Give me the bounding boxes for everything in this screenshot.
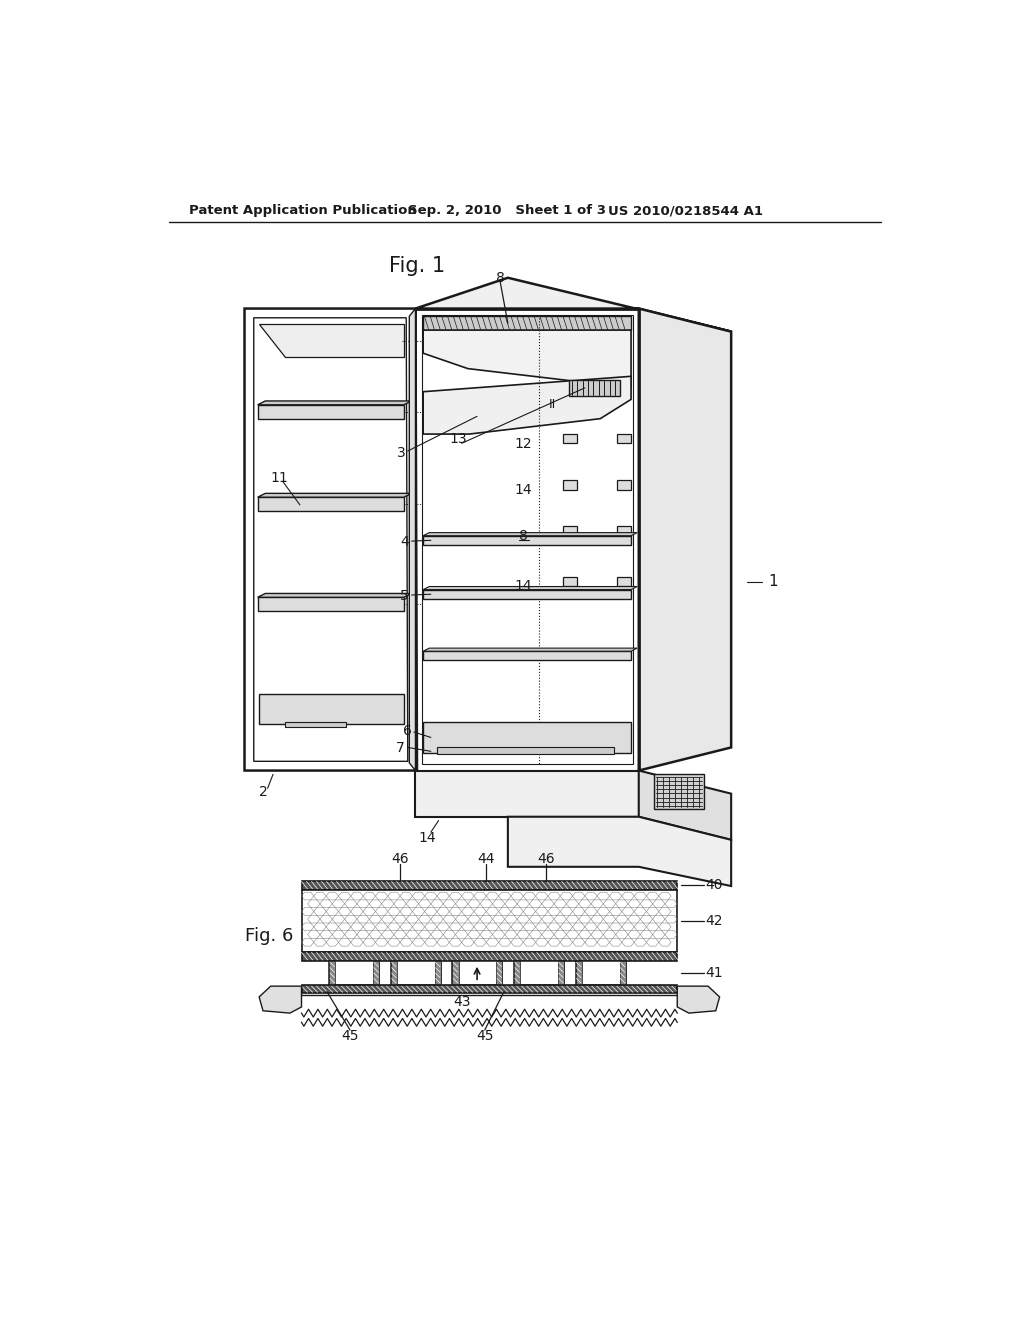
Bar [514, 961, 520, 985]
Bar [391, 961, 441, 985]
Text: 46: 46 [391, 853, 409, 866]
Text: Sep. 2, 2010   Sheet 1 of 3: Sep. 2, 2010 Sheet 1 of 3 [408, 205, 606, 218]
Bar [617, 577, 631, 586]
Bar [301, 985, 677, 993]
Polygon shape [258, 401, 412, 405]
Bar [575, 961, 626, 985]
Bar [423, 722, 631, 752]
Text: 45: 45 [476, 1030, 494, 1043]
Bar [617, 434, 631, 444]
Bar [435, 961, 441, 985]
Bar [620, 961, 626, 985]
Text: 46: 46 [538, 853, 555, 866]
Bar [301, 890, 677, 952]
Text: 14: 14 [514, 578, 532, 593]
Polygon shape [639, 771, 731, 840]
Polygon shape [423, 536, 631, 545]
Polygon shape [416, 277, 731, 331]
Polygon shape [423, 590, 631, 599]
Bar [563, 577, 578, 586]
Polygon shape [258, 405, 403, 418]
Polygon shape [258, 494, 412, 498]
Bar [423, 317, 631, 330]
Bar [654, 775, 705, 809]
Bar [330, 961, 336, 985]
Polygon shape [410, 309, 416, 771]
Text: 5: 5 [400, 589, 409, 603]
Polygon shape [285, 722, 346, 726]
Polygon shape [258, 498, 403, 511]
Polygon shape [639, 309, 731, 771]
Text: US 2010/0218544 A1: US 2010/0218544 A1 [608, 205, 763, 218]
Bar [301, 952, 677, 961]
Bar [422, 314, 633, 764]
Text: 1: 1 [769, 574, 778, 590]
Polygon shape [423, 586, 637, 590]
Bar [453, 961, 459, 985]
Polygon shape [423, 651, 631, 660]
Text: 14: 14 [514, 483, 532, 498]
Polygon shape [423, 648, 637, 651]
Bar [497, 961, 503, 985]
Text: 45: 45 [341, 1030, 358, 1043]
Text: 14: 14 [418, 830, 436, 845]
Text: 41: 41 [706, 966, 723, 979]
Bar [569, 380, 620, 396]
Text: 8: 8 [496, 271, 505, 285]
Text: 11: 11 [270, 471, 288, 484]
Text: II: II [549, 399, 556, 412]
Bar [301, 880, 677, 890]
Polygon shape [508, 817, 731, 886]
Text: 8: 8 [519, 529, 527, 544]
Polygon shape [423, 533, 637, 536]
Bar [558, 961, 564, 985]
Polygon shape [259, 986, 301, 1014]
Bar [563, 527, 578, 536]
Bar [563, 480, 578, 490]
Text: 44: 44 [477, 853, 495, 866]
Polygon shape [259, 693, 403, 725]
Text: 40: 40 [706, 878, 723, 892]
Text: 42: 42 [706, 913, 723, 928]
Text: 3: 3 [397, 446, 406, 459]
Text: Patent Application Publication: Patent Application Publication [189, 205, 417, 218]
Bar [330, 961, 379, 985]
Polygon shape [258, 594, 412, 597]
Polygon shape [423, 376, 631, 434]
Bar [575, 961, 582, 985]
Text: 43: 43 [453, 994, 470, 1008]
Bar [391, 961, 397, 985]
Text: 6: 6 [403, 725, 413, 738]
Text: Fig. 1: Fig. 1 [388, 256, 444, 276]
Bar [563, 434, 578, 444]
Text: 4: 4 [400, 535, 409, 549]
Polygon shape [245, 309, 417, 771]
Text: 2: 2 [259, 785, 267, 799]
Bar [437, 747, 614, 754]
Text: Fig. 6: Fig. 6 [245, 927, 293, 945]
Polygon shape [416, 771, 639, 817]
Bar [453, 961, 503, 985]
Polygon shape [423, 330, 631, 388]
Bar [373, 961, 379, 985]
Text: 7: 7 [395, 742, 404, 755]
Text: 13: 13 [449, 433, 467, 446]
Polygon shape [259, 323, 403, 358]
Text: 12: 12 [514, 437, 532, 451]
Bar [617, 527, 631, 536]
Bar [617, 480, 631, 490]
Polygon shape [258, 597, 403, 611]
Bar [514, 961, 564, 985]
Polygon shape [677, 986, 720, 1014]
